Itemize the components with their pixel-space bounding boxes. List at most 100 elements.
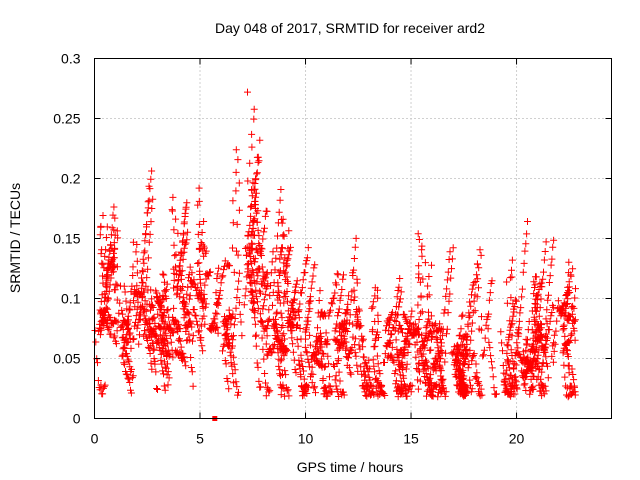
data-point [269,248,277,256]
data-point [274,296,282,304]
data-point [227,359,235,367]
data-point [448,255,456,263]
data-point [351,349,359,357]
data-point [376,370,384,378]
data-point [131,303,139,311]
data-point [195,327,203,335]
data-point [464,364,472,372]
data-point [169,353,177,361]
data-point [547,312,555,320]
data-point [334,357,342,365]
data-point [186,317,194,325]
data-point [164,350,172,358]
data-point [156,323,164,331]
data-point [261,212,269,220]
data-point [392,303,400,310]
data-point [570,324,578,332]
data-point [550,347,558,355]
data-point [252,342,260,350]
data-point [271,323,279,331]
data-point [251,255,259,263]
data-point [288,334,296,342]
data-point [253,169,261,177]
data-point [107,241,114,249]
data-point [421,373,429,380]
data-point [185,271,193,279]
data-point [468,285,476,293]
data-point [565,269,573,277]
data-point [160,382,168,390]
data-point [342,320,350,328]
data-point [512,348,520,356]
data-point [184,336,192,344]
data-point [426,374,434,382]
data-point [273,292,281,299]
data-point [253,269,261,277]
data-point [129,272,137,279]
data-point [144,343,152,351]
data-point [290,309,298,316]
data-point [258,263,266,271]
data-point [110,262,118,270]
data-point [184,283,192,291]
data-point [561,332,569,340]
data-point [279,215,287,223]
data-point [111,214,119,222]
data-point [102,273,110,281]
data-point [295,306,303,314]
data-point [103,283,110,291]
data-point [456,374,464,382]
data-point [253,293,261,301]
data-point [331,289,339,297]
data-point [104,266,112,274]
data-point [113,227,121,235]
data-point [500,377,508,385]
data-point [147,218,155,226]
data-point [262,392,270,400]
data-point [154,310,162,318]
data-point [432,320,440,328]
data-point [277,186,285,193]
data-point [184,228,192,236]
data-point [486,289,494,297]
data-point [399,329,406,337]
data-point [550,331,558,339]
data-point [521,247,529,255]
data-point [101,297,109,305]
data-point [212,323,220,331]
data-point [145,344,153,352]
data-point [284,280,292,287]
data-point [232,146,240,154]
data-point [416,278,424,286]
data-point [162,329,170,337]
data-point [127,344,135,352]
data-point [455,332,463,340]
data-point [346,311,354,319]
data-point [161,325,169,333]
data-point [437,389,445,397]
data-point [435,350,443,358]
data-point [110,334,118,342]
data-point [313,357,321,365]
data-point [508,256,516,264]
data-point [213,300,220,308]
data-point [559,323,567,330]
data-point [96,331,104,339]
data-point [244,265,252,273]
data-point [140,249,148,257]
data-point [207,324,215,332]
data-point [562,304,570,312]
data-point [417,309,425,317]
data-point [497,328,505,336]
data-point [302,348,310,356]
data-point [96,324,103,332]
data-point [378,388,386,396]
data-point [213,310,221,318]
data-point [475,284,482,292]
data-point [377,383,385,391]
data-point [151,357,159,365]
data-point [189,332,197,340]
data-point [259,235,267,243]
data-point [333,270,341,278]
data-point [257,247,265,255]
